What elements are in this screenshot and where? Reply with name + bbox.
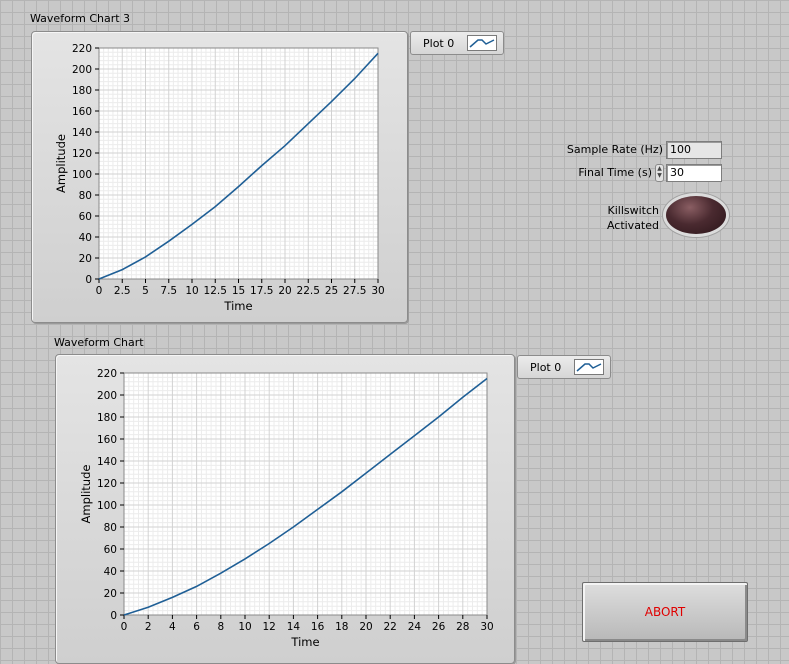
chart1-legend[interactable]: Plot 0	[410, 31, 504, 55]
x-tick-label: 27.5	[343, 285, 366, 297]
y-tick-label: 60	[104, 544, 117, 556]
abort-button[interactable]: ABORT	[582, 582, 748, 642]
x-tick-label: 26	[432, 621, 446, 633]
y-tick-label: 200	[72, 64, 92, 76]
x-tick-label: 6	[193, 621, 200, 633]
killswitch-label-line2: Activated	[606, 219, 659, 232]
decrement-icon[interactable]: ▼	[657, 172, 662, 179]
x-tick-label: 18	[335, 621, 348, 633]
killswitch-led	[666, 196, 726, 234]
x-tick-label: 28	[456, 621, 469, 633]
plot-border	[123, 372, 488, 616]
y-tick-label: 200	[97, 390, 117, 402]
y-tick-label: 180	[72, 85, 92, 97]
x-tick-label: 15	[232, 285, 245, 297]
x-tick-label: 20	[278, 285, 291, 297]
plot-style-icon	[467, 35, 497, 51]
x-tick-label: 4	[169, 621, 176, 633]
series-line	[98, 52, 379, 280]
increment-icon[interactable]: ▲	[657, 165, 662, 172]
x-tick-label: 22	[384, 621, 397, 633]
sample-rate-label: Sample Rate (Hz)	[566, 143, 663, 156]
final-time-stepper[interactable]: ▲ ▼	[655, 164, 664, 182]
x-tick-label: 0	[121, 621, 128, 633]
x-tick-label: 12	[263, 621, 276, 633]
x-tick-label: 8	[217, 621, 224, 633]
x-tick-label: 5	[142, 285, 149, 297]
x-tick-label: 30	[371, 285, 384, 297]
x-axis-title: Time	[290, 635, 319, 649]
y-tick-label: 160	[97, 434, 117, 446]
x-tick-label: 16	[311, 621, 325, 633]
chart2-title: Waveform Chart	[54, 336, 144, 349]
y-tick-label: 40	[79, 232, 92, 244]
chart1-legend-label: Plot 0	[423, 37, 455, 50]
x-tick-label: 14	[287, 621, 301, 633]
y-tick-label: 60	[79, 211, 92, 223]
y-tick-label: 140	[97, 456, 117, 468]
y-tick-label: 120	[72, 148, 92, 160]
x-tick-label: 2.5	[114, 285, 131, 297]
y-tick-label: 0	[85, 274, 92, 286]
x-tick-label: 10	[238, 621, 251, 633]
y-tick-label: 140	[72, 127, 92, 139]
y-tick-label: 100	[97, 500, 117, 512]
y-tick-label: 40	[104, 566, 117, 578]
x-tick-label: 12.5	[204, 285, 227, 297]
y-tick-label: 0	[110, 610, 117, 622]
killswitch-label: Killswitch Activated	[607, 203, 659, 233]
y-tick-label: 220	[72, 43, 92, 55]
y-tick-label: 20	[79, 253, 92, 265]
y-tick-label: 220	[97, 368, 117, 380]
chart1-title: Waveform Chart 3	[30, 12, 131, 25]
x-tick-label: 20	[359, 621, 372, 633]
y-tick-label: 180	[97, 412, 117, 424]
chart2-legend-label: Plot 0	[530, 361, 562, 374]
series-line	[123, 377, 488, 616]
plot-area	[124, 373, 487, 615]
x-tick-label: 0	[96, 285, 103, 297]
final-time-label: Final Time (s)	[578, 166, 652, 179]
x-tick-label: 22.5	[297, 285, 320, 297]
x-tick-label: 17.5	[250, 285, 273, 297]
y-tick-label: 120	[97, 478, 117, 490]
y-tick-label: 80	[104, 522, 117, 534]
y-axis-title: Amplitude	[79, 465, 93, 524]
x-tick-label: 24	[408, 621, 422, 633]
chart2-legend[interactable]: Plot 0	[517, 355, 611, 379]
x-tick-label: 25	[325, 285, 338, 297]
x-tick-label: 10	[185, 285, 198, 297]
y-tick-label: 80	[79, 190, 92, 202]
y-axis-title: Amplitude	[54, 134, 68, 193]
x-axis-title: Time	[223, 299, 252, 313]
killswitch-label-line1: Killswitch	[607, 204, 660, 217]
y-tick-label: 160	[72, 106, 92, 118]
sample-rate-field[interactable]: 100	[666, 141, 722, 159]
x-tick-label: 30	[480, 621, 493, 633]
x-tick-label: 2	[145, 621, 152, 633]
y-tick-label: 20	[104, 588, 117, 600]
y-tick-label: 100	[72, 169, 92, 181]
x-tick-label: 7.5	[160, 285, 177, 297]
plot-style-icon	[574, 359, 604, 375]
final-time-field[interactable]: 30	[666, 164, 722, 182]
